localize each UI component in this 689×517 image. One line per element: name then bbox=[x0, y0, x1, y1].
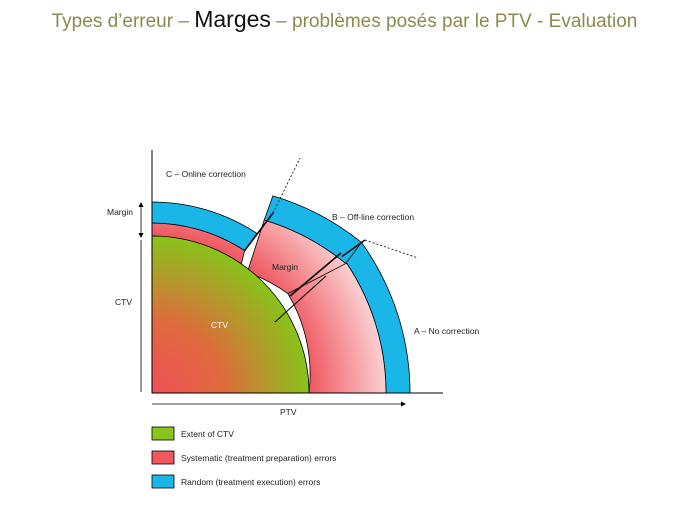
legend-label-random: Random (treatment execution) errors bbox=[181, 477, 320, 487]
legend-swatch-systematic bbox=[151, 450, 175, 465]
title-prefix: Types d’erreur – bbox=[51, 11, 195, 32]
margin-axis-label: Margin bbox=[107, 207, 133, 217]
title-suffix: – problèmes posés par le PTV - Evaluatio… bbox=[270, 11, 638, 32]
no-correction-label: A – No correction bbox=[414, 326, 479, 336]
legend: Extent of CTV Systematic (treatment prep… bbox=[151, 426, 336, 489]
legend-swatch-random bbox=[151, 474, 175, 489]
ctv-region bbox=[151, 235, 310, 394]
legend-label-systematic: Systematic (treatment preparation) error… bbox=[181, 453, 336, 463]
ctv-region-label: CTV bbox=[211, 320, 228, 330]
ptv-axis-label: PTV bbox=[280, 407, 297, 417]
title-emphasis: Marges bbox=[194, 6, 271, 32]
online-correction-label: C – Online correction bbox=[166, 169, 246, 179]
slide-title: Types d’erreur – Marges – problèmes posé… bbox=[0, 6, 689, 33]
ctv-axis-label: CTV bbox=[115, 297, 132, 307]
systematic-region-offline-correction bbox=[246, 219, 347, 295]
offline-correction-label: B – Off-line correction bbox=[332, 212, 414, 222]
margin-region-label: Margin bbox=[272, 262, 298, 272]
legend-label-ctv: Extent of CTV bbox=[181, 429, 234, 439]
legend-swatch-ctv bbox=[151, 426, 175, 441]
